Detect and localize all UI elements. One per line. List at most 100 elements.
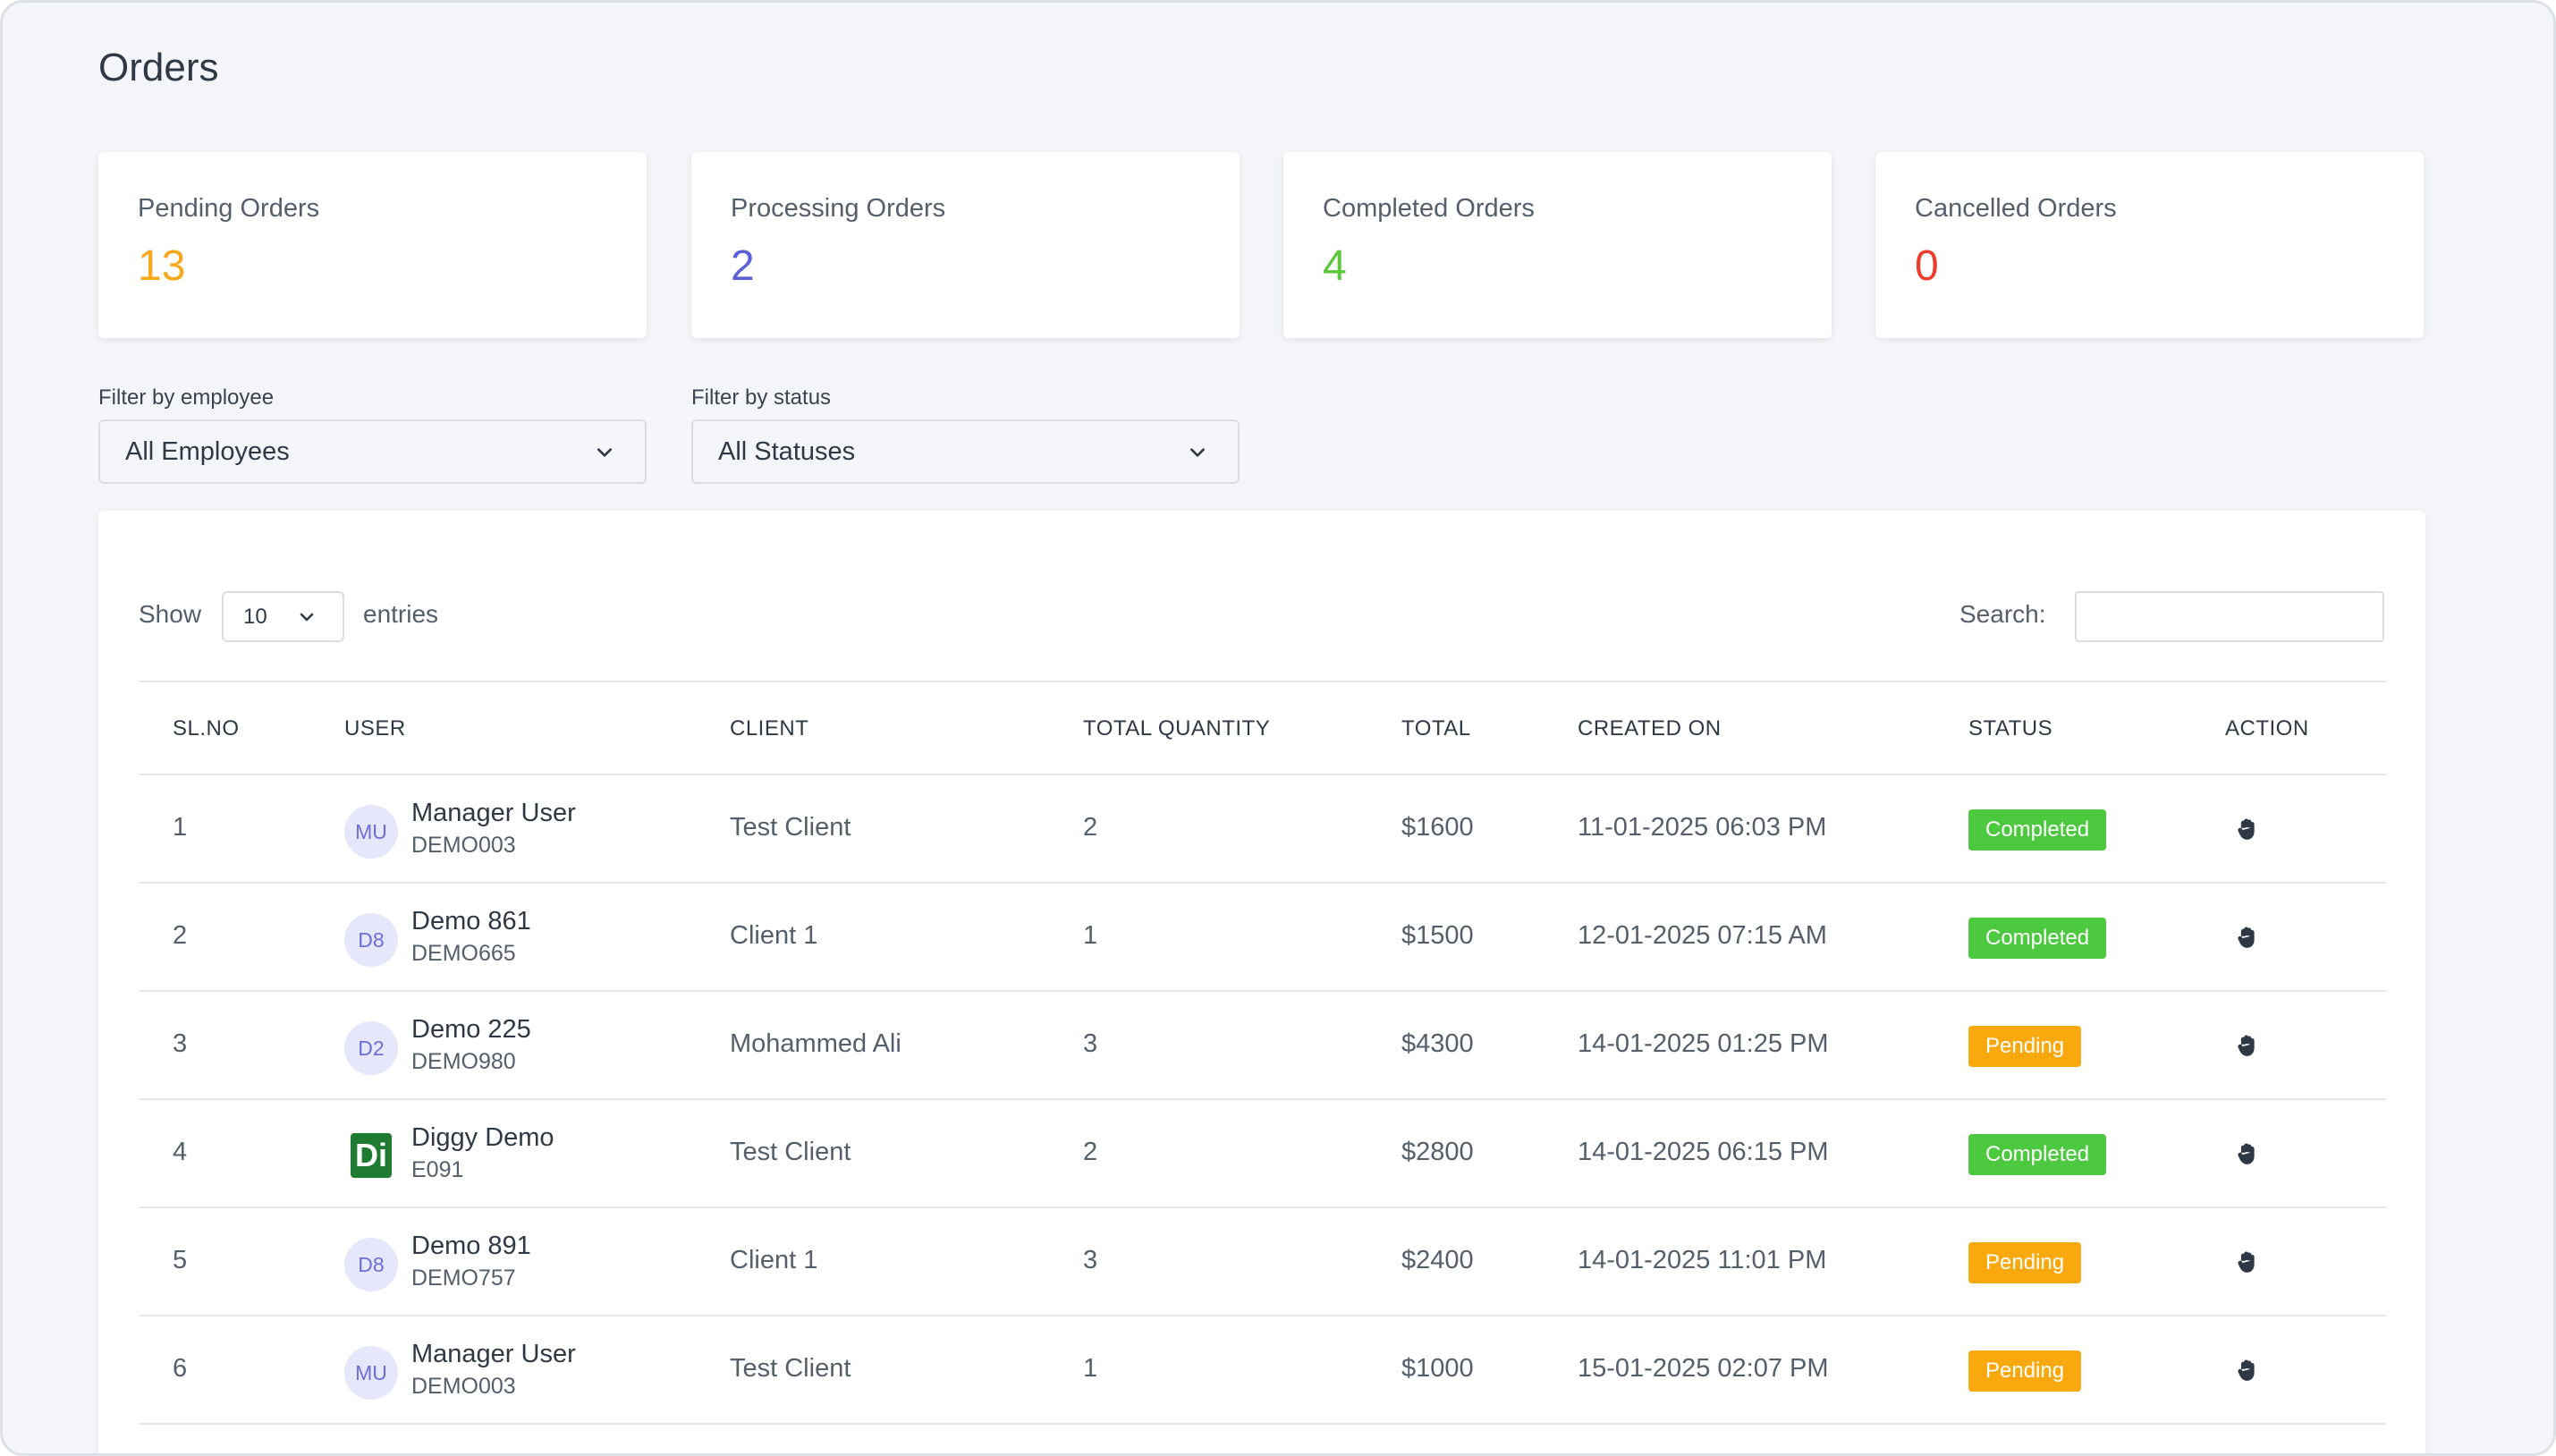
chevron-down-icon [597,448,612,457]
entries-per-page-select[interactable]: 10 [222,591,344,642]
user-code: DEMO003 [411,833,516,858]
cell-total-quantity: 1 [1083,921,1098,950]
table-row: 6 MU Manager User DEMO003 Test Client 1 … [139,1316,2386,1425]
table-row: 2 D8 Demo 861 DEMO665 Client 1 1 $1500 1… [139,884,2386,992]
cell-total: $1000 [1401,1354,1474,1383]
cell-total: $2400 [1401,1246,1474,1274]
stat-label: Cancelled Orders [1915,194,2117,223]
stat-card-cancelled: Cancelled Orders 0 [1875,152,2424,338]
user-code: E091 [411,1157,464,1182]
search-input[interactable] [2075,591,2384,642]
column-header-client[interactable]: CLIENT [730,716,809,741]
user-name: Demo 891 [411,1232,531,1260]
entries-value: 10 [243,605,267,629]
avatar: Di [351,1133,392,1178]
show-label: Show [139,600,202,628]
column-header-action: ACTION [2225,716,2309,741]
hand-icon[interactable] [2234,1249,2261,1275]
avatar: D8 [344,913,398,967]
cell-client: Client 1 [730,921,818,950]
cell-client: Test Client [730,1138,851,1166]
cell-sl-no: 2 [173,921,188,950]
cell-total-quantity: 2 [1083,1138,1098,1166]
table-row: 5 D8 Demo 891 DEMO757 Client 1 3 $2400 1… [139,1208,2386,1316]
filter-employee-label: Filter by employee [98,385,275,410]
status-badge: Pending [1968,1350,2082,1392]
cell-created-on: 14-01-2025 01:25 PM [1578,1029,1829,1058]
cell-total-quantity: 1 [1083,1354,1098,1383]
avatar: D8 [344,1238,398,1291]
user-code: DEMO003 [411,1374,516,1399]
column-header-status[interactable]: STATUS [1968,716,2053,741]
user-code: DEMO665 [411,941,516,966]
orders-table-card [98,511,2425,1453]
cell-created-on: 12-01-2025 07:15 AM [1578,921,1827,950]
filter-employee-select[interactable]: All Employees [98,419,647,484]
filter-status-label: Filter by status [691,385,832,410]
stat-value: 13 [138,242,186,290]
cell-client: Test Client [730,1354,851,1383]
table-header: SL.NO USER CLIENT TOTAL QUANTITY TOTAL C… [139,681,2386,775]
cell-total: $1600 [1401,813,1474,842]
stat-card-processing: Processing Orders 2 [691,152,1240,338]
filter-employee-value: All Employees [125,436,290,466]
cell-sl-no: 6 [173,1354,188,1383]
user-name: Demo 861 [411,907,531,935]
cell-sl-no: 4 [173,1138,188,1166]
user-code: DEMO757 [411,1266,516,1291]
table-row: 4 Di Diggy Demo E091 Test Client 2 $2800… [139,1100,2386,1208]
cell-sl-no: 3 [173,1029,188,1058]
column-header-total[interactable]: TOTAL [1401,716,1471,741]
avatar: MU [344,1346,398,1400]
status-badge: Completed [1968,809,2107,851]
cell-created-on: 14-01-2025 11:01 PM [1578,1246,1827,1274]
cell-client: Mohammed Ali [730,1029,901,1058]
status-badge: Pending [1968,1026,2082,1067]
chevron-down-icon [1190,448,1205,457]
search-label: Search: [1959,600,2046,628]
entries-label: entries [363,600,439,628]
hand-icon[interactable] [2234,1140,2261,1167]
avatar: MU [344,805,398,859]
cell-created-on: 15-01-2025 02:07 PM [1578,1354,1829,1383]
cell-total-quantity: 2 [1083,813,1098,842]
user-code: DEMO980 [411,1049,516,1074]
filter-status-select[interactable]: All Statuses [691,419,1240,484]
table-row: 3 D2 Demo 225 DEMO980 Mohammed Ali 3 $43… [139,992,2386,1100]
cell-created-on: 11-01-2025 06:03 PM [1578,813,1827,842]
chevron-down-icon [300,613,314,622]
column-header-user[interactable]: USER [344,716,406,741]
cell-total: $4300 [1401,1029,1474,1058]
stat-value: 0 [1915,242,1939,290]
stat-label: Pending Orders [138,194,320,223]
table-row: 1 MU Manager User DEMO003 Test Client 2 … [139,775,2386,884]
column-header-sl-no[interactable]: SL.NO [173,716,240,741]
column-header-total-quantity[interactable]: TOTAL QUANTITY [1083,716,1271,741]
user-name: Diggy Demo [411,1123,554,1152]
hand-icon[interactable] [2234,1032,2261,1059]
cell-client: Client 1 [730,1246,818,1274]
cell-created-on: 14-01-2025 06:15 PM [1578,1138,1829,1166]
status-badge: Pending [1968,1242,2082,1283]
user-name: Manager User [411,799,576,827]
hand-icon[interactable] [2234,816,2261,842]
stat-card-completed: Completed Orders 4 [1283,152,1832,338]
cell-total-quantity: 3 [1083,1029,1098,1058]
cell-total-quantity: 3 [1083,1246,1098,1274]
column-header-created-on[interactable]: CREATED ON [1578,716,1722,741]
status-badge: Completed [1968,918,2107,959]
avatar: D2 [344,1021,398,1075]
hand-icon[interactable] [2234,1357,2261,1384]
stat-card-pending: Pending Orders 13 [98,152,647,338]
cell-total: $2800 [1401,1138,1474,1166]
filter-status-value: All Statuses [718,436,856,466]
hand-icon[interactable] [2234,924,2261,951]
cell-client: Test Client [730,813,851,842]
user-name: Manager User [411,1340,576,1368]
cell-total: $1500 [1401,921,1474,950]
stat-label: Completed Orders [1323,194,1535,223]
stat-value: 2 [731,242,755,290]
page-title: Orders [98,46,219,89]
cell-sl-no: 1 [173,813,188,842]
stat-label: Processing Orders [731,194,946,223]
